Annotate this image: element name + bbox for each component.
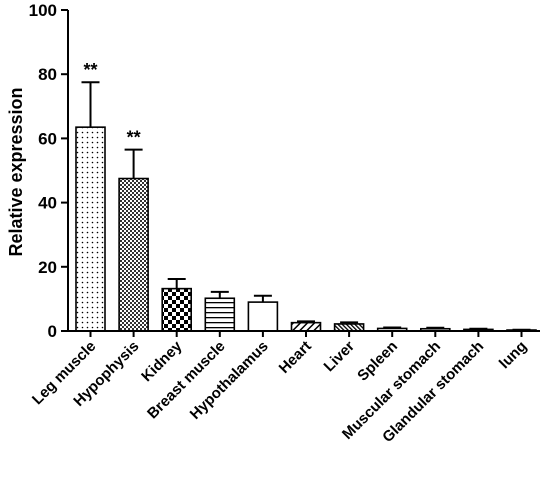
y-tick-label: 80 — [38, 65, 57, 84]
bar — [333, 323, 365, 332]
bar — [75, 126, 106, 332]
bar — [247, 301, 279, 332]
y-tick-label: 0 — [48, 322, 57, 341]
bar — [204, 297, 236, 332]
bars-group: ** ** — [75, 60, 537, 332]
x-tick-label: lung — [496, 338, 530, 372]
y-tick-label: 100 — [29, 1, 57, 20]
y-axis-title: Relative expression — [6, 87, 26, 256]
significance-marker: ** — [127, 128, 141, 148]
x-tick-label: Liver — [321, 338, 358, 375]
y-tick-label: 20 — [38, 258, 57, 277]
bar — [290, 321, 322, 332]
x-tick-label: Hypothalamus — [187, 338, 272, 423]
bar — [118, 177, 149, 332]
y-tick-label: 60 — [38, 129, 57, 148]
y-tick-label: 40 — [38, 194, 57, 213]
bar — [161, 287, 192, 332]
x-tick-label: Breast muscle — [144, 338, 229, 423]
y-ticks-group: 0 20 40 60 80 100 — [29, 1, 68, 341]
significance-marker: ** — [83, 60, 97, 80]
x-tick-label: Heart — [276, 338, 315, 377]
